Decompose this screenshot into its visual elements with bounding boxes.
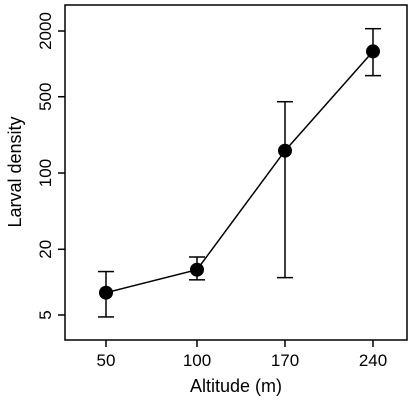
data-point — [99, 285, 113, 300]
x-axis-label: Altitude (m) — [190, 376, 282, 396]
x-tick-label: 50 — [97, 351, 116, 370]
y-tick-label: 500 — [36, 83, 55, 111]
y-axis: 5 20 100 500 2000 — [36, 12, 65, 320]
x-axis: 50 100 170 240 — [97, 340, 387, 370]
data-point — [278, 143, 292, 158]
y-axis-label: Larval density — [5, 116, 25, 227]
series-line — [105, 50, 374, 294]
y-tick-label: 100 — [36, 159, 55, 187]
error-bars — [98, 27, 381, 318]
data-point — [190, 262, 204, 277]
x-tick-label: 100 — [183, 351, 211, 370]
x-tick-label: 170 — [271, 351, 299, 370]
y-tick-label: 5 — [36, 310, 55, 319]
x-tick-label: 240 — [359, 351, 387, 370]
y-tick-label: 20 — [36, 240, 55, 259]
y-tick-label: 2000 — [36, 12, 55, 50]
data-points — [99, 44, 380, 300]
data-point — [366, 44, 380, 59]
